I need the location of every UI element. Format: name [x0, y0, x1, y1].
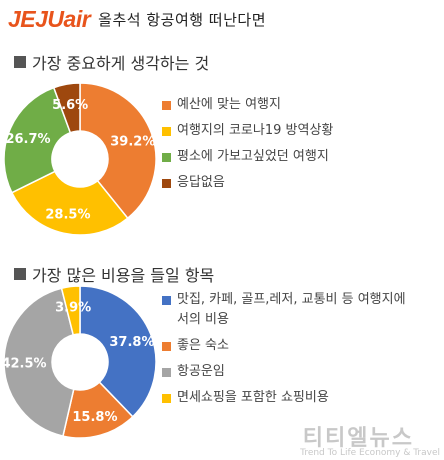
chart2-legend-item: 항공운임 — [162, 362, 407, 382]
chart1-legend-item: 평소에 가보고싶었던 여행지 — [162, 147, 333, 167]
chart1-data-label: 28.5% — [45, 208, 90, 223]
chart1-slice — [3, 86, 72, 194]
chart1-legend-label: 예산에 맞는 여행지 — [177, 97, 281, 112]
header: JEJUair 올추석 항공여행 떠난다면 — [8, 6, 266, 32]
chart1-slice — [10, 170, 129, 236]
chart1-legend-item: 예산에 맞는 여행지 — [162, 95, 333, 115]
brand-logo: JEJUair — [8, 5, 91, 32]
legend-swatch — [162, 342, 171, 351]
chart2-slice — [79, 285, 157, 418]
chart2-legend: 맛집, 카페, 골프,레저, 교통비 등 여행지에서의 비용 좋은 숙소 항공운… — [162, 290, 407, 414]
chart1-donut: 39.2% 28.5% 26.7% 5.6% — [3, 82, 157, 236]
chart2-title-text: 가장 많은 비용을 들일 항목 — [32, 266, 215, 285]
chart2-legend-label: 좋은 숙소 — [177, 338, 229, 353]
chart2-legend-item: 면세쇼핑을 포함한 쇼핑비용 — [162, 388, 407, 408]
legend-swatch — [162, 127, 171, 136]
legend-swatch — [162, 296, 171, 305]
chart2-legend-label: 맛집, 카페, 골프,레저, 교통비 등 여행지에서의 비용 — [177, 292, 406, 327]
chart2-slice — [3, 287, 75, 437]
legend-swatch — [162, 153, 171, 162]
chart1-legend-item: 응답없음 — [162, 173, 333, 193]
chart2-legend-item: 좋은 숙소 — [162, 336, 407, 356]
chart1-title: 가장 중요하게 생각하는 것 — [14, 50, 209, 74]
legend-swatch — [162, 394, 171, 403]
legend-swatch — [162, 368, 171, 377]
square-bullet-icon — [14, 268, 26, 280]
chart1-slice — [52, 82, 81, 134]
chart2-data-label: 42.5% — [1, 357, 46, 372]
chart1-legend-item: 여행지의 코로나19 방역상황 — [162, 121, 333, 141]
chart2-data-label: 15.8% — [72, 410, 117, 425]
chart1-legend: 예산에 맞는 여행지 여행지의 코로나19 방역상황 평소에 가보고싶었던 여행… — [162, 95, 333, 199]
chart1-title-text: 가장 중요하게 생각하는 것 — [32, 54, 210, 73]
chart2-legend-label: 면세쇼핑을 포함한 쇼핑비용 — [177, 390, 329, 405]
chart1-data-label: 5.6% — [52, 98, 88, 113]
square-bullet-icon — [14, 56, 26, 68]
watermark: 티티엘뉴스 — [302, 426, 414, 451]
chart1-legend-label: 응답없음 — [177, 175, 225, 190]
chart1-legend-label: 평소에 가보고싶었던 여행지 — [177, 149, 329, 164]
chart2-legend-label: 항공운임 — [177, 364, 225, 379]
chart1-legend-label: 여행지의 코로나19 방역상황 — [177, 123, 334, 138]
chart2-donut: 37.8% 15.8% 42.5% 3.9% — [1, 285, 157, 439]
headline: 올추석 항공여행 떠난다면 — [98, 10, 267, 29]
legend-swatch — [162, 101, 171, 110]
chart2-data-label: 37.8% — [109, 335, 154, 350]
watermark-sub: Trend To Life Economy & Travel — [300, 448, 440, 458]
chart2-data-label: 3.9% — [55, 300, 91, 315]
chart1-slice — [79, 82, 157, 220]
chart2-title: 가장 많은 비용을 들일 항목 — [14, 262, 214, 286]
chart1-data-label: 39.2% — [110, 134, 155, 149]
chart1-data-label: 26.7% — [5, 132, 50, 147]
chart2-slice — [60, 285, 81, 336]
legend-swatch — [162, 179, 171, 188]
chart2-legend-item: 맛집, 카페, 골프,레저, 교통비 등 여행지에서의 비용 — [162, 290, 407, 330]
